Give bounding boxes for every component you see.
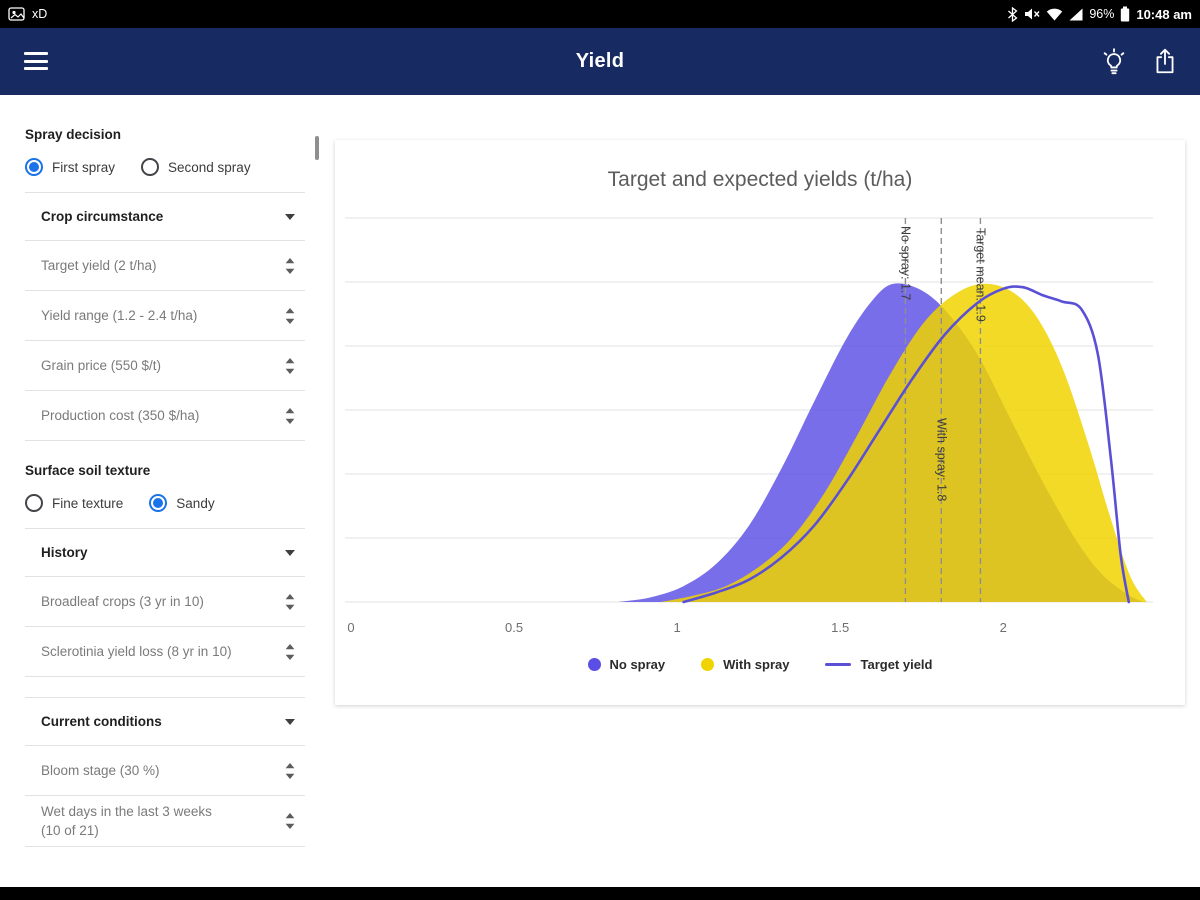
field-sclerotinia-yield-loss[interactable]: Sclerotinia yield loss (8 yr in 10) <box>25 626 305 676</box>
field-target-yield[interactable]: Target yield (2 t/ha) <box>25 240 305 290</box>
bottom-nav-strip <box>0 887 1200 900</box>
page-title: Yield <box>575 50 625 72</box>
crop-circumstance-header[interactable]: Crop circumstance <box>25 193 305 240</box>
field-bloom-stage[interactable]: Bloom stage (30 %) <box>25 745 305 795</box>
svg-text:1.5: 1.5 <box>831 620 849 635</box>
section-current-conditions: Current conditions Bloom stage (30 %) We… <box>25 697 305 847</box>
spray-decision-label: Spray decision <box>25 127 122 142</box>
stepper-icon[interactable] <box>283 811 297 831</box>
share-button[interactable] <box>1152 48 1178 76</box>
lightbulb-icon <box>1103 47 1125 74</box>
svg-text:1: 1 <box>674 620 681 635</box>
signal-icon <box>1069 8 1083 20</box>
radio-sandy[interactable]: Sandy <box>149 494 215 512</box>
clock: 10:48 am <box>1136 6 1192 22</box>
mute-icon <box>1025 8 1040 20</box>
stepper-icon[interactable] <box>283 592 297 612</box>
sidebar-scrollbar-thumb[interactable] <box>315 136 319 160</box>
current-conditions-header[interactable]: Current conditions <box>25 698 305 745</box>
stepper-icon[interactable] <box>283 761 297 781</box>
share-icon <box>1156 48 1174 73</box>
stepper-icon[interactable] <box>283 256 297 276</box>
stepper-icon[interactable] <box>283 642 297 662</box>
chevron-down-icon <box>285 718 295 725</box>
chevron-down-icon <box>285 549 295 556</box>
legend-no-spray[interactable]: No spray <box>587 657 665 672</box>
radio-icon <box>25 158 43 176</box>
radio-icon <box>25 494 43 512</box>
legend-target-yield[interactable]: Target yield <box>825 657 933 672</box>
legend-swatch-with-spray <box>701 658 715 671</box>
legend-with-spray[interactable]: With spray <box>701 657 789 672</box>
chart-legend: No spray With spray Target yield <box>335 657 1185 672</box>
svg-text:2: 2 <box>1000 620 1007 635</box>
svg-text:Target mean: 1.9: Target mean: 1.9 <box>973 228 987 322</box>
legend-swatch-no-spray <box>587 658 601 671</box>
app-bar: Yield <box>0 28 1200 95</box>
soil-texture-group: Fine texture Sandy <box>25 494 305 512</box>
field-wet-days[interactable]: Wet days in the last 3 weeks (10 of 21) <box>25 795 305 846</box>
status-bar-left: xD <box>0 7 47 21</box>
field-broadleaf-crops[interactable]: Broadleaf crops (3 yr in 10) <box>25 576 305 626</box>
photo-notification-icon <box>8 7 25 21</box>
tips-button[interactable] <box>1100 47 1128 76</box>
status-bar-right: 96% 10:48 am <box>1007 6 1200 22</box>
svg-text:No spray: 1.7: No spray: 1.7 <box>898 226 912 300</box>
notification-text: xD <box>32 7 48 21</box>
yield-distribution-chart: No spray: 1.7 With spray: 1.8 Target mean:… <box>345 217 1153 635</box>
battery-percent: 96% <box>1089 7 1115 21</box>
battery-icon <box>1121 6 1130 22</box>
spray-decision-group: First spray Second spray <box>25 158 305 176</box>
svg-text:0.5: 0.5 <box>505 620 523 635</box>
field-production-cost[interactable]: Production cost (350 $/ha) <box>25 390 305 440</box>
radio-icon <box>141 158 160 176</box>
wifi-icon <box>1047 8 1063 20</box>
field-yield-range[interactable]: Yield range (1.2 - 2.4 t/ha) <box>25 290 305 340</box>
stepper-icon[interactable] <box>283 356 297 376</box>
menu-button[interactable] <box>24 50 52 72</box>
chart-card: No spray: 1.7 With spray: 1.8 Target mean:… <box>335 140 1185 705</box>
stepper-icon[interactable] <box>283 306 297 326</box>
field-grain-price[interactable]: Grain price (550 $/t) <box>25 340 305 390</box>
radio-icon <box>149 494 168 512</box>
section-crop-circumstance: Crop circumstance Target yield (2 t/ha) … <box>25 192 305 441</box>
radio-second-spray[interactable]: Second spray <box>141 158 251 176</box>
svg-text:0: 0 <box>347 620 354 635</box>
app-bar-actions <box>1100 28 1178 95</box>
status-bar: xD 96% 10:48 am <box>0 0 1200 28</box>
soil-texture-label: Surface soil texture <box>25 463 151 478</box>
radio-fine-texture[interactable]: Fine texture <box>25 494 123 512</box>
svg-text:With spray: 1.8: With spray: 1.8 <box>934 418 948 501</box>
settings-sidebar: Spray decision First spray Second spray … <box>0 95 330 887</box>
stepper-icon[interactable] <box>283 406 297 426</box>
bluetooth-icon <box>1008 6 1018 22</box>
legend-swatch-target-yield <box>825 663 852 666</box>
hamburger-icon <box>24 52 48 55</box>
section-history: History Broadleaf crops (3 yr in 10) Scl… <box>25 528 305 677</box>
chevron-down-icon <box>285 213 295 220</box>
chart-title: Target and expected yields (t/ha) <box>607 168 913 191</box>
history-header[interactable]: History <box>25 529 305 576</box>
radio-first-spray[interactable]: First spray <box>25 158 115 176</box>
